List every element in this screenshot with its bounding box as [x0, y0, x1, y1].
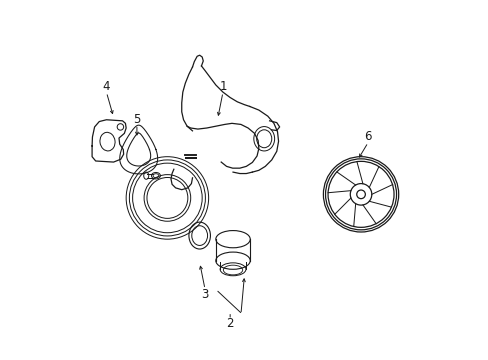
- Text: 5: 5: [133, 113, 141, 126]
- Text: 4: 4: [102, 80, 110, 93]
- Text: 2: 2: [226, 317, 233, 330]
- Text: 6: 6: [364, 130, 371, 144]
- Text: 3: 3: [201, 288, 208, 301]
- Text: 1: 1: [219, 80, 226, 93]
